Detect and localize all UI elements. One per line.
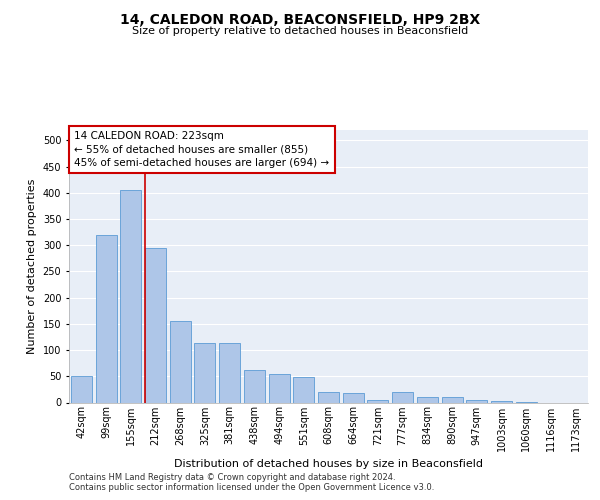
- Bar: [219, 344, 240, 402]
- Bar: [417, 396, 438, 402]
- Y-axis label: Number of detached properties: Number of detached properties: [27, 178, 37, 354]
- Bar: [491, 401, 512, 402]
- Text: Contains HM Land Registry data © Crown copyright and database right 2024.: Contains HM Land Registry data © Crown c…: [69, 472, 395, 482]
- Bar: [194, 344, 215, 402]
- X-axis label: Distribution of detached houses by size in Beaconsfield: Distribution of detached houses by size …: [174, 459, 483, 469]
- Bar: [244, 370, 265, 402]
- Bar: [466, 400, 487, 402]
- Bar: [343, 392, 364, 402]
- Text: Size of property relative to detached houses in Beaconsfield: Size of property relative to detached ho…: [132, 26, 468, 36]
- Bar: [120, 190, 141, 402]
- Text: Contains public sector information licensed under the Open Government Licence v3: Contains public sector information licen…: [69, 484, 434, 492]
- Bar: [367, 400, 388, 402]
- Bar: [269, 374, 290, 402]
- Bar: [442, 398, 463, 402]
- Bar: [392, 392, 413, 402]
- Bar: [318, 392, 339, 402]
- Bar: [293, 378, 314, 402]
- Bar: [145, 248, 166, 402]
- Bar: [71, 376, 92, 402]
- Bar: [170, 322, 191, 402]
- Bar: [95, 235, 116, 402]
- Text: 14 CALEDON ROAD: 223sqm
← 55% of detached houses are smaller (855)
45% of semi-d: 14 CALEDON ROAD: 223sqm ← 55% of detache…: [74, 132, 329, 168]
- Text: 14, CALEDON ROAD, BEACONSFIELD, HP9 2BX: 14, CALEDON ROAD, BEACONSFIELD, HP9 2BX: [120, 12, 480, 26]
